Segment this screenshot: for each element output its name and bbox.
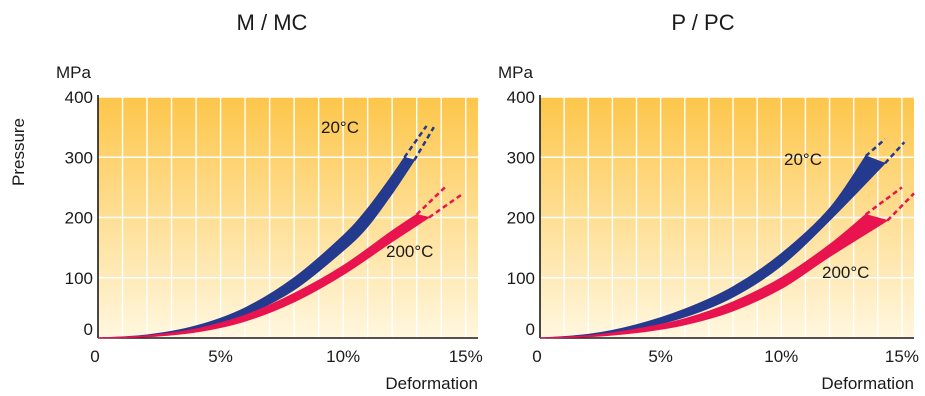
x-tick-label: 10% bbox=[326, 347, 360, 366]
x-tick-label: 0 bbox=[532, 347, 541, 366]
x-tick-label: 10% bbox=[764, 347, 798, 366]
x-axis-label: Deformation bbox=[385, 374, 478, 393]
series-extension-dashed bbox=[403, 125, 428, 158]
chart-title: M / MC bbox=[237, 10, 308, 35]
x-axis-label: Deformation bbox=[821, 374, 914, 393]
chart-m-mc: M / MC 0 100 200 300 400 0 5% 10% 15% MPa Deformati… bbox=[56, 10, 483, 393]
series-extension-dashed bbox=[884, 141, 906, 165]
x-tick-label: 15% bbox=[885, 347, 919, 366]
y-axis-title: Pressure bbox=[9, 118, 28, 186]
x-tick-label: 0 bbox=[90, 347, 99, 366]
series-extension-dashed bbox=[864, 186, 903, 216]
y-tick-label: 300 bbox=[65, 148, 93, 167]
y-axis-unit-label: MPa bbox=[498, 63, 534, 82]
y-tick-label: 0 bbox=[84, 320, 93, 339]
series-band bbox=[97, 213, 431, 339]
series-label: 200°C bbox=[386, 242, 433, 261]
y-tick-label: 400 bbox=[65, 88, 93, 107]
y-tick-label: 400 bbox=[507, 88, 535, 107]
series-extension-dashed bbox=[864, 138, 886, 157]
series-extension-dashed bbox=[886, 192, 915, 222]
series-extension-dashed bbox=[413, 126, 435, 161]
series-extension-dashed bbox=[428, 192, 465, 219]
x-tick-label: 5% bbox=[648, 347, 673, 366]
chart-p-pc: P / PC 0 100 200 300 400 0 5% 10% 15% MPa Deformati… bbox=[498, 10, 919, 393]
x-tick-label: 15% bbox=[449, 347, 483, 366]
series-label: 200°C bbox=[822, 263, 869, 282]
y-axis-unit-label: MPa bbox=[56, 63, 92, 82]
series-label: 20°C bbox=[321, 118, 359, 137]
chart-title: P / PC bbox=[671, 10, 734, 35]
x-tick-label: 5% bbox=[208, 347, 233, 366]
y-tick-label: 300 bbox=[507, 148, 535, 167]
y-tick-label: 100 bbox=[507, 269, 535, 288]
series-extension-dashed bbox=[415, 185, 447, 216]
y-tick-label: 200 bbox=[507, 209, 535, 228]
y-tick-label: 0 bbox=[526, 320, 535, 339]
y-tick-label: 200 bbox=[65, 209, 93, 228]
series-label: 20°C bbox=[784, 150, 822, 169]
y-tick-label: 100 bbox=[65, 269, 93, 288]
